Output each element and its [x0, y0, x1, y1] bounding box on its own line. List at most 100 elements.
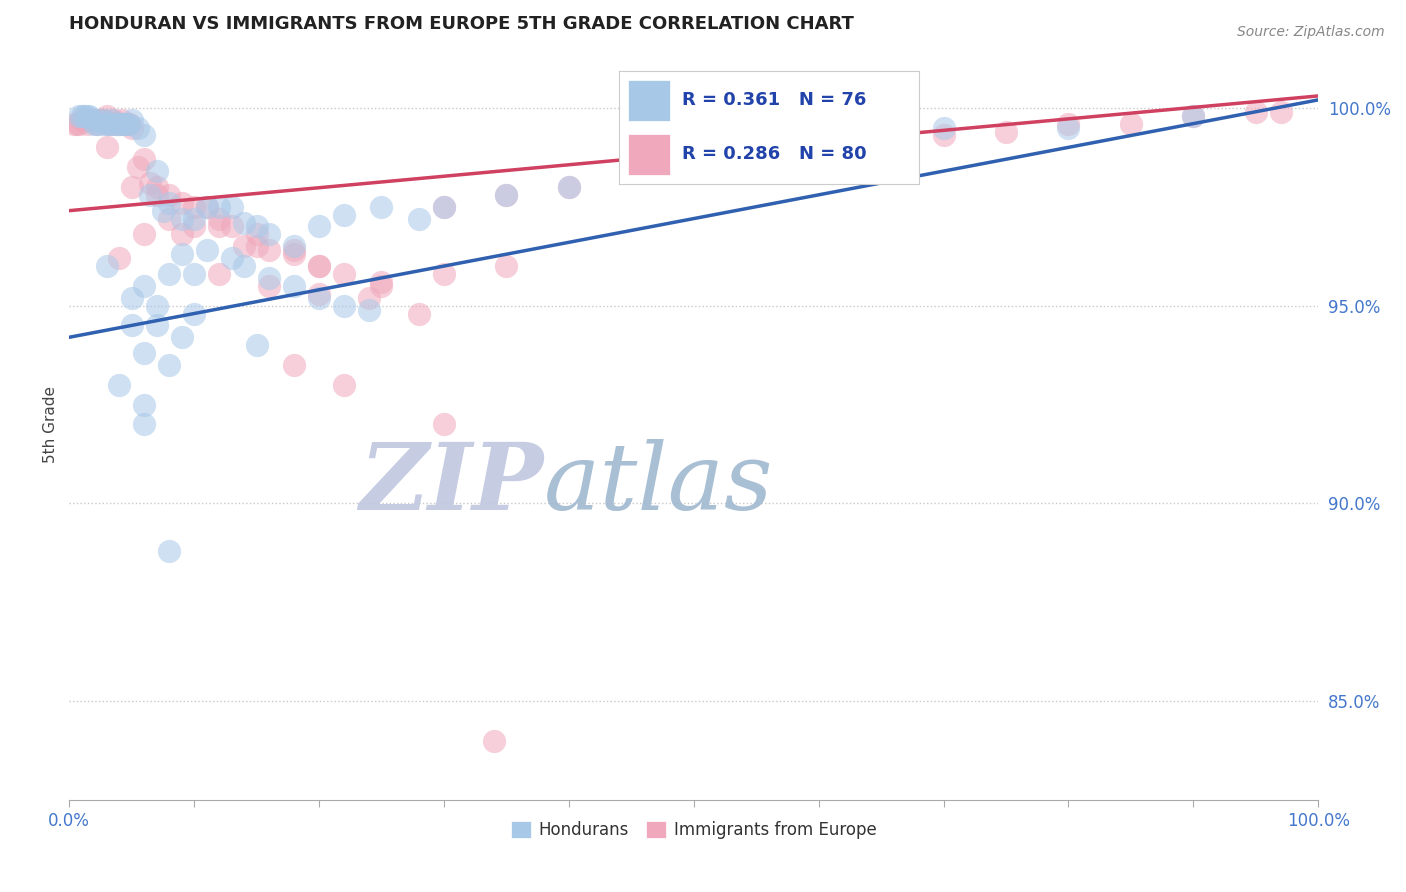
Point [111, 117, 134, 131]
Point [558, 180, 581, 194]
Point [932, 128, 955, 143]
Point [495, 259, 517, 273]
Point [245, 227, 267, 242]
Point [108, 117, 131, 131]
Point [370, 275, 392, 289]
Point [308, 259, 330, 273]
Point [127, 160, 149, 174]
Point [807, 132, 830, 146]
Point [83, 117, 105, 131]
Point [333, 377, 356, 392]
Point [745, 140, 768, 154]
Point [157, 358, 180, 372]
Point [96, 140, 118, 154]
Point [195, 244, 218, 258]
Point [90, 117, 112, 131]
Point [134, 278, 156, 293]
Point [67, 109, 90, 123]
Point [308, 286, 330, 301]
Point [63, 117, 86, 131]
Point [80, 112, 103, 127]
Point [408, 211, 430, 226]
Point [66, 117, 89, 131]
Point [257, 278, 280, 293]
Point [77, 112, 100, 127]
Point [208, 219, 231, 234]
Point [115, 117, 138, 131]
Point [1244, 104, 1267, 119]
Point [76, 117, 98, 131]
Point [682, 164, 704, 178]
Point [208, 267, 231, 281]
Point [118, 117, 141, 131]
Point [145, 299, 167, 313]
Point [93, 112, 115, 127]
Point [221, 200, 243, 214]
Text: Source: ZipAtlas.com: Source: ZipAtlas.com [1237, 25, 1385, 39]
Point [283, 358, 305, 372]
Point [83, 112, 105, 127]
Point [308, 219, 330, 234]
Point [100, 117, 122, 131]
Point [112, 117, 135, 131]
Point [333, 299, 356, 313]
Point [80, 112, 103, 127]
Point [257, 227, 280, 242]
Point [245, 338, 267, 352]
Point [433, 200, 456, 214]
Point [157, 211, 180, 226]
Point [370, 200, 392, 214]
Point [121, 180, 143, 194]
Point [233, 239, 256, 253]
Point [283, 239, 305, 253]
Point [112, 117, 135, 131]
Point [134, 417, 156, 432]
Point [170, 211, 193, 226]
Point [139, 176, 162, 190]
Text: HONDURAN VS IMMIGRANTS FROM EUROPE 5TH GRADE CORRELATION CHART: HONDURAN VS IMMIGRANTS FROM EUROPE 5TH G… [69, 15, 853, 33]
Point [96, 117, 118, 131]
Point [86, 117, 108, 131]
Point [283, 244, 305, 258]
Point [139, 187, 162, 202]
Point [134, 128, 156, 143]
Point [357, 302, 380, 317]
Point [195, 200, 218, 214]
Text: ZIP: ZIP [360, 440, 544, 530]
Point [157, 187, 180, 202]
Point [93, 112, 115, 127]
Point [308, 259, 330, 273]
Point [1182, 109, 1205, 123]
Point [208, 200, 231, 214]
Point [134, 153, 156, 167]
Point [100, 112, 122, 127]
Point [108, 117, 131, 131]
Y-axis label: 5th Grade: 5th Grade [44, 386, 58, 463]
Point [103, 117, 125, 131]
Point [1057, 120, 1080, 135]
Point [134, 398, 156, 412]
Point [145, 164, 167, 178]
Point [73, 109, 96, 123]
Point [807, 132, 830, 146]
Point [157, 544, 180, 558]
Point [98, 117, 121, 131]
Point [115, 117, 138, 131]
Point [86, 117, 108, 131]
Point [183, 219, 205, 234]
Point [257, 244, 280, 258]
Point [233, 215, 256, 229]
Point [134, 346, 156, 360]
Point [157, 267, 180, 281]
Point [1270, 104, 1292, 119]
Point [121, 112, 143, 127]
Point [105, 117, 128, 131]
Point [233, 259, 256, 273]
Point [433, 417, 456, 432]
Point [183, 200, 205, 214]
Point [995, 124, 1018, 138]
Point [96, 259, 118, 273]
Point [482, 734, 505, 748]
Point [121, 291, 143, 305]
Point [245, 239, 267, 253]
